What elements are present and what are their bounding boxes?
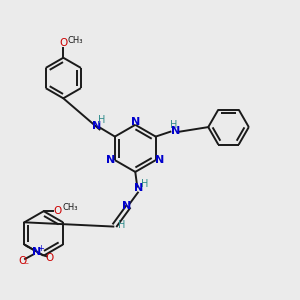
Text: ⁻: ⁻ [23,261,28,271]
Text: N: N [171,126,180,136]
Text: +: + [38,244,44,253]
Text: N: N [122,201,131,211]
Text: N: N [131,116,140,127]
Text: H: H [141,179,149,189]
Text: CH₃: CH₃ [68,36,83,45]
Text: H: H [118,220,125,230]
Text: N: N [92,121,101,131]
Text: N: N [134,183,143,193]
Text: O: O [45,253,53,263]
Text: N: N [155,155,164,165]
Text: O: O [18,256,27,266]
Text: H: H [98,115,106,125]
Text: O: O [59,38,68,48]
Text: O: O [54,206,62,216]
Text: N: N [106,155,116,165]
Text: H: H [170,120,177,130]
Text: CH₃: CH₃ [63,203,78,212]
Text: N: N [32,247,41,257]
